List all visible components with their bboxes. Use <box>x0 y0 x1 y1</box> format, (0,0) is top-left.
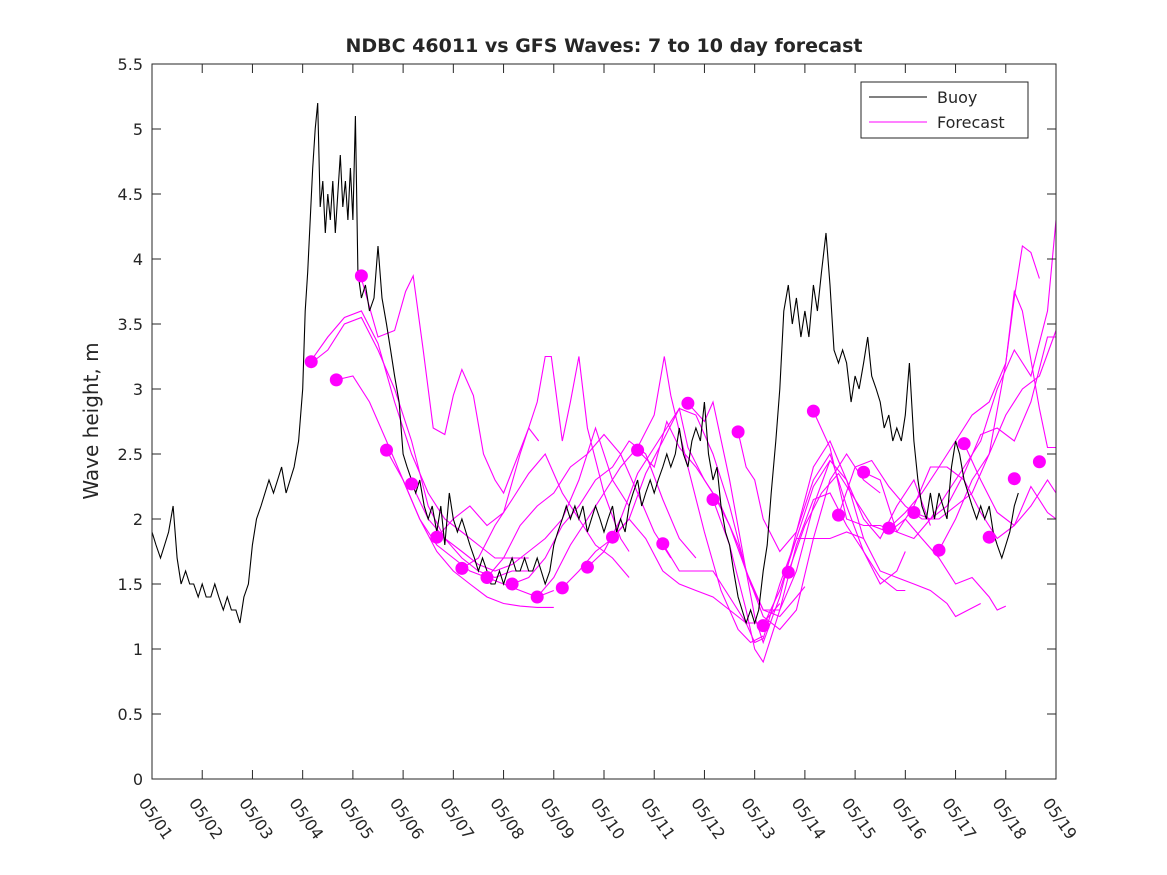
y-axis-label: Wave height, m <box>79 342 103 499</box>
forecast-line <box>561 518 781 624</box>
y-tick-label: 1 <box>133 640 143 659</box>
forecast-line <box>587 407 806 618</box>
forecast-line <box>712 492 906 664</box>
y-tick-label: 5 <box>133 120 143 139</box>
forecast-marker <box>304 355 318 369</box>
forecast-marker <box>806 404 820 418</box>
forecast-marker <box>907 506 921 519</box>
forecast-marker <box>430 530 444 544</box>
y-tick-label: 2.5 <box>118 445 143 464</box>
y-tick-label: 0 <box>133 770 143 789</box>
forecast-marker <box>555 581 569 595</box>
forecast-line <box>461 452 630 578</box>
forecast-marker <box>606 530 619 544</box>
forecast-marker <box>380 443 393 457</box>
y-tick-label: 0.5 <box>118 705 143 724</box>
forecast-line <box>612 407 831 611</box>
y-tick-label: 5.5 <box>118 55 143 74</box>
forecast-marker <box>756 619 770 633</box>
y-tick-label: 3 <box>133 380 143 399</box>
chart-title: NDBC 46011 vs GFS Waves: 7 to 10 day for… <box>345 35 862 57</box>
forecast-line <box>411 426 630 572</box>
forecast-line <box>888 245 1040 529</box>
forecast-line <box>310 310 529 559</box>
forecast-line <box>360 274 540 495</box>
forecast-line <box>511 440 697 585</box>
forecast-marker <box>580 560 594 574</box>
forecast-marker <box>882 521 896 535</box>
forecast-marker <box>656 537 670 551</box>
forecast-marker <box>1007 472 1021 486</box>
y-tick-label: 1.5 <box>118 575 143 594</box>
y-tick-label: 3.5 <box>118 315 143 334</box>
forecast-line <box>662 531 864 644</box>
forecast-marker <box>1032 455 1046 469</box>
forecast-marker <box>329 373 343 387</box>
y-tick-label: 2 <box>133 510 143 529</box>
forecast-marker <box>932 543 946 557</box>
forecast-line <box>637 419 881 631</box>
forecast-marker <box>455 561 469 575</box>
forecast-marker <box>706 493 720 506</box>
forecast-marker <box>957 437 971 451</box>
forecast-line <box>938 330 1056 551</box>
forecast-marker <box>354 269 368 283</box>
y-tick-label: 4 <box>133 250 143 269</box>
forecast-marker <box>781 565 795 579</box>
forecast-marker <box>530 590 544 604</box>
forecast-marker <box>832 508 845 522</box>
y-tick-label: 4.5 <box>118 185 143 204</box>
forecast-marker <box>982 530 996 544</box>
forecast-marker <box>631 443 645 457</box>
legend-box <box>860 81 1029 139</box>
legend-label: Buoy <box>937 88 977 107</box>
forecast-line <box>762 459 981 626</box>
legend: Buoy Forecast <box>860 81 1029 139</box>
plot-area <box>152 102 1056 664</box>
forecast-marker <box>731 425 745 439</box>
forecast-line <box>737 431 906 592</box>
forecast-marker <box>480 571 494 584</box>
forecast-line <box>863 219 1056 540</box>
forecast-marker <box>505 577 519 591</box>
forecast-marker <box>405 477 419 491</box>
forecast-line <box>436 355 630 552</box>
forecast-line <box>913 336 1056 520</box>
forecast-line <box>963 443 1056 527</box>
forecast-line <box>336 375 555 598</box>
buoy-line <box>152 102 1019 625</box>
forecast-marker <box>857 465 871 479</box>
forecast-line <box>386 449 554 608</box>
legend-label: Forecast <box>937 113 1005 132</box>
forecast-marker <box>681 396 695 410</box>
